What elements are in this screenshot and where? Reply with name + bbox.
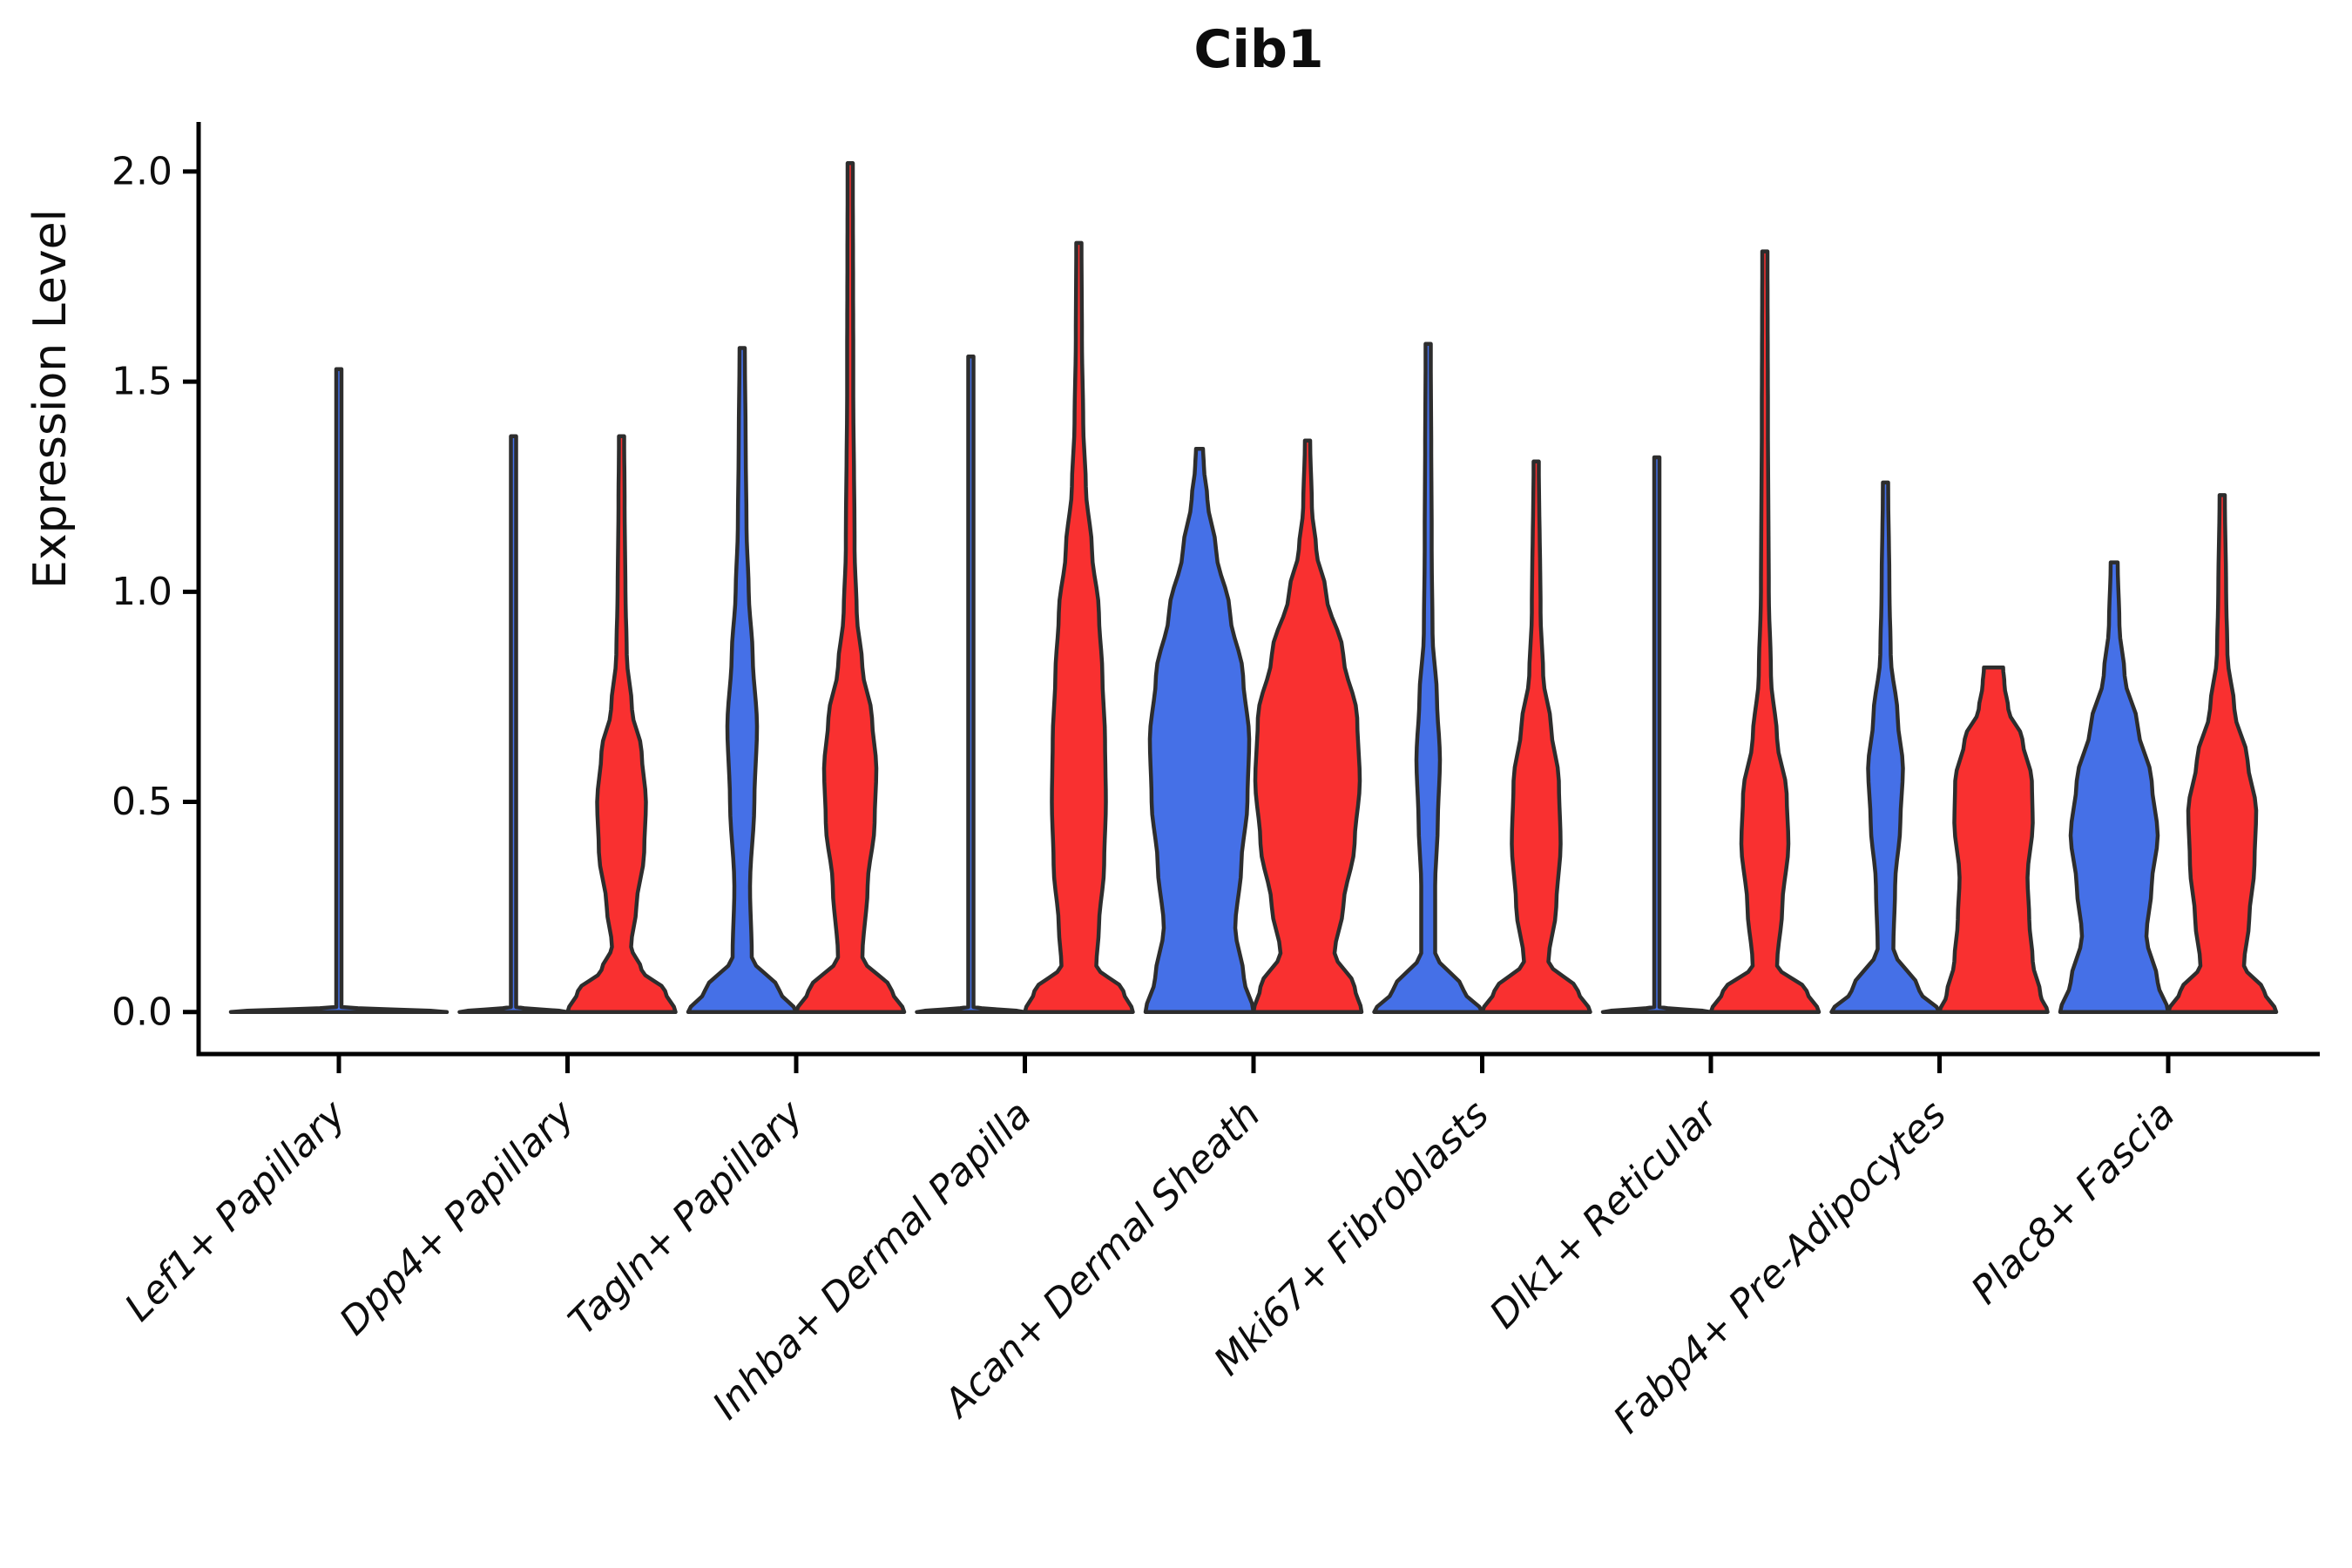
y-axis-title: Expression Level <box>24 208 77 589</box>
x-tick-label: Plac8+ Fascia <box>1963 1092 2183 1313</box>
x-tick-label: Dpp4+ Papillary <box>331 1092 584 1344</box>
violin-dlk1-reticular-blue <box>1600 455 1713 1015</box>
y-tick-label: 1.0 <box>112 570 172 614</box>
violin-mki67-fibroblasts-blue <box>1372 341 1484 1015</box>
violin-acan-dermal-sheath-red <box>1251 438 1364 1015</box>
violin-plac8-fascia-red <box>2166 493 2279 1015</box>
violin-dpp4-papillary-red <box>565 434 678 1015</box>
violin-fabp4-pre-adipocytes-blue <box>1829 480 1942 1015</box>
violin-dlk1-reticular-red <box>1708 249 1821 1015</box>
y-tick-label: 2.0 <box>112 149 172 193</box>
y-tick-label: 0.0 <box>112 990 172 1034</box>
violin-acan-dermal-sheath-blue <box>1143 447 1256 1015</box>
violin-tagln-papillary-blue <box>686 346 799 1015</box>
x-tick-label: Dlk1+ Reticular <box>1481 1091 1727 1337</box>
x-tick-label: Tagln+ Papillary <box>560 1092 812 1343</box>
violin-inhba-dermal-papilla-blue <box>915 354 1027 1015</box>
violin-lef1-papillary-single <box>228 367 449 1015</box>
violin-mki67-fibroblasts-red <box>1480 459 1592 1015</box>
chart-title: Cib1 <box>1193 19 1324 80</box>
y-tick-label: 0.5 <box>112 780 172 824</box>
violin-fabp4-pre-adipocytes-red <box>1937 665 2050 1015</box>
violin-inhba-dermal-papilla-red <box>1023 240 1135 1015</box>
y-tick-label: 1.5 <box>112 360 172 404</box>
x-tick-label: Lef1+ Papillary <box>117 1092 355 1330</box>
violin-dpp4-papillary-blue <box>457 434 570 1015</box>
violin-plac8-fascia-blue <box>2058 560 2171 1015</box>
violin-tagln-papillary-red <box>794 161 907 1015</box>
